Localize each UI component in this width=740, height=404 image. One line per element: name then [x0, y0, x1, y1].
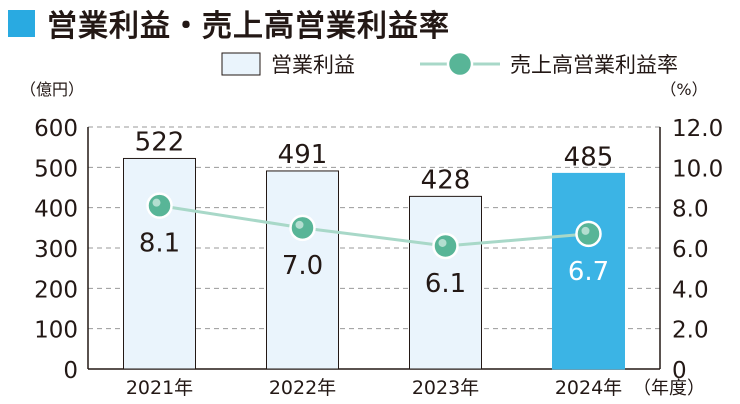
y-right-tick-label: 6.0	[672, 237, 709, 263]
y-right-tick-label: 8.0	[672, 197, 709, 223]
y-left-unit: （億円）	[20, 80, 84, 99]
legend-bar-label: 営業利益	[271, 53, 355, 77]
y-left-tick-label: 0	[63, 358, 78, 384]
chart-title-bar: 営業利益・売上高営業利益率	[8, 6, 450, 44]
line-point	[575, 220, 602, 248]
line-point-highlight	[152, 198, 161, 207]
bar	[123, 157, 196, 370]
y-left-tick-label: 500	[34, 156, 78, 182]
bar	[552, 172, 625, 370]
y-right-tick-label: 10.0	[672, 156, 723, 182]
y-right-tick-label: 12.0	[672, 116, 723, 142]
legend-bar-swatch	[221, 52, 261, 76]
y-left-tick-label: 300	[34, 237, 78, 263]
line-value-label: 6.1	[425, 269, 466, 299]
y-right-unit: （%）	[660, 80, 707, 99]
y-left-tick-label: 600	[34, 116, 78, 142]
bar	[266, 170, 339, 370]
line-point-highlight	[581, 226, 590, 235]
bar-value-label: 491	[278, 140, 328, 170]
x-tick-label: 2022年	[269, 377, 336, 399]
line-value-label: 6.7	[568, 257, 609, 287]
legend-line-marker	[446, 50, 474, 78]
bar-value-label: 428	[421, 165, 471, 195]
x-tick-label: 2021年	[126, 377, 193, 399]
title-square-icon	[8, 9, 35, 37]
legend-line-label: 売上高営業利益率	[510, 53, 678, 77]
y-right-tick-label: 2.0	[672, 318, 709, 344]
y-left-tick-label: 100	[34, 318, 78, 344]
x-unit: （年度）	[633, 378, 705, 399]
x-tick-label: 2024年	[555, 377, 622, 399]
line-point-highlight	[295, 220, 304, 229]
bar	[409, 195, 482, 370]
line-point	[432, 232, 459, 260]
y-left-tick-label: 400	[34, 197, 78, 223]
line-point-highlight	[438, 238, 447, 247]
x-tick-label: 2023年	[412, 377, 479, 399]
y-left-tick-label: 200	[34, 277, 78, 303]
y-right-tick-label: 4.0	[672, 277, 709, 303]
bar-value-label: 522	[135, 127, 185, 157]
bar-value-label: 485	[564, 142, 614, 172]
series-line	[159, 204, 589, 248]
line-point	[146, 192, 173, 219]
line-point	[289, 214, 316, 242]
line-value-label: 7.0	[282, 251, 323, 281]
chart-title: 営業利益・売上高営業利益率	[47, 9, 450, 44]
line-value-label: 8.1	[139, 229, 180, 259]
y-right-tick-label: 0	[672, 358, 687, 384]
